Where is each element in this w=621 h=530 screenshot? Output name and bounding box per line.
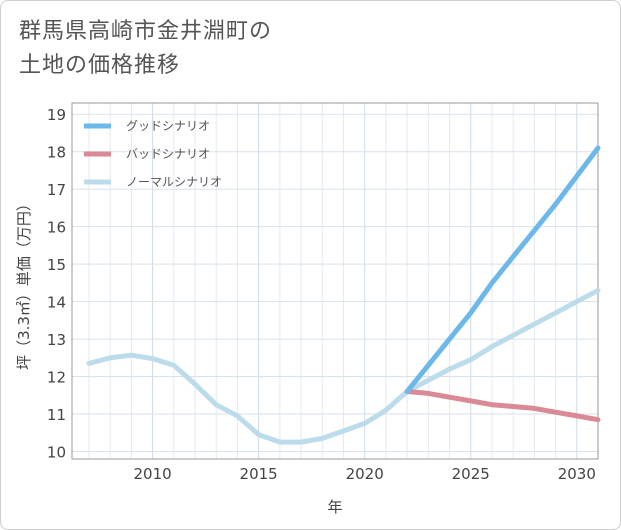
y-tick-label: 12 [47,369,66,387]
y-tick-label: 16 [47,219,66,237]
plot-frame [71,102,599,460]
legend-label: ノーマルシナリオ [126,175,222,189]
y-tick-label: 15 [47,256,66,274]
series-line-1 [404,389,601,423]
x-axis-ticks: 2010 2015 2020 2025 2030 [134,465,596,483]
series-line-0 [404,145,601,394]
x-axis-label: 年 [327,498,342,516]
y-tick-label: 14 [47,294,66,312]
y-tick-label: 10 [47,444,66,462]
legend-label: グッドシナリオ [126,119,210,133]
chart-title-line1: 群馬県高崎市金井淵町の [19,19,273,44]
chart-title-line2: 土地の価格推移 [19,53,181,78]
grid [72,103,599,459]
x-tick-label: 2010 [134,465,172,483]
x-tick-label: 2030 [558,465,596,483]
chart-title: 群馬県高崎市金井淵町の 土地の価格推移 [19,15,272,83]
legend-label: バッドシナリオ [126,147,210,161]
series-line-2 [86,287,601,445]
y-tick-label: 19 [47,106,66,124]
y-axis-ticks: 10 11 12 13 14 15 16 17 18 19 [47,106,66,461]
series-lines [86,145,601,445]
y-axis-label: 坪（3.3㎡）単価（万円） [15,196,33,370]
x-tick-label: 2020 [346,465,384,483]
y-tick-label: 18 [47,144,66,162]
x-tick-label: 2025 [452,465,490,483]
x-tick-label: 2015 [240,465,278,483]
y-tick-label: 11 [47,406,66,424]
y-tick-label: 17 [47,181,66,199]
y-tick-label: 13 [47,331,66,349]
